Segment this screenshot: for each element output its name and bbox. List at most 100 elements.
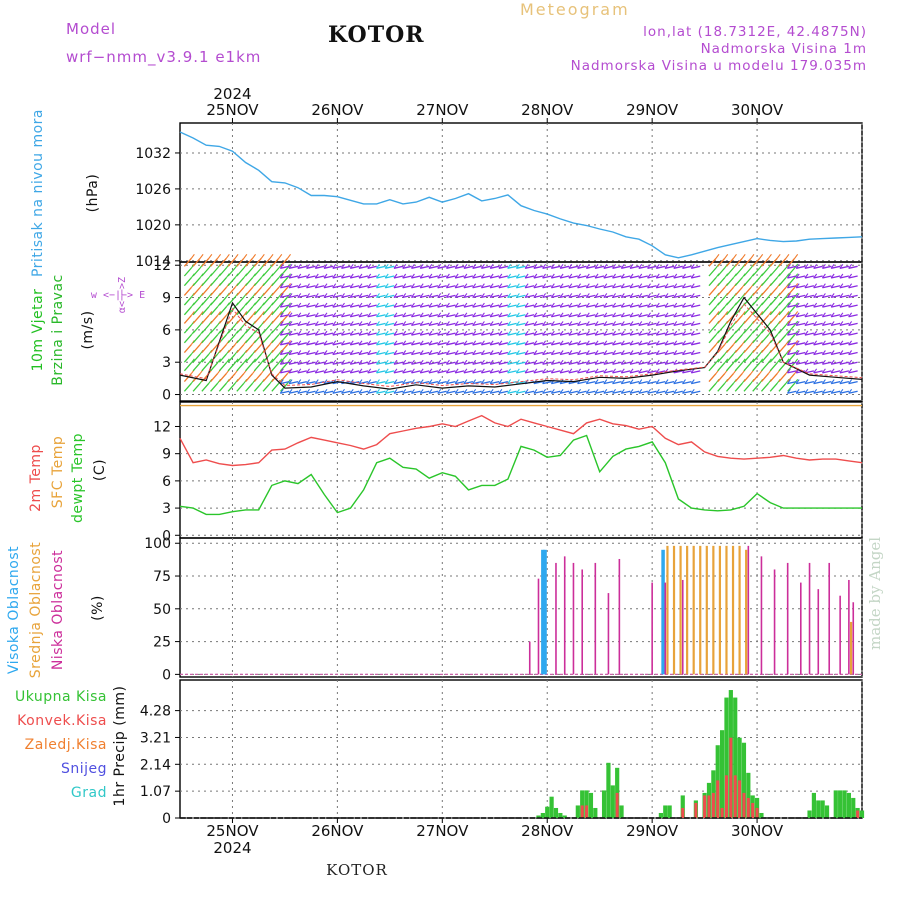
day-label-top: 26NOV (311, 101, 364, 119)
wind-barb (385, 304, 395, 308)
wind-barb (638, 351, 648, 356)
wind-barb (481, 304, 491, 308)
wind-barb-flag (585, 330, 590, 336)
wind-barb-flag (279, 359, 284, 365)
wind-barb-flag (332, 340, 337, 346)
wind-barb (472, 265, 482, 269)
wind-barb-flag (533, 359, 538, 365)
wind-barb (280, 380, 290, 385)
wind-ytick-label: 12 (153, 258, 171, 274)
wind-barb-flag (349, 312, 354, 318)
wind-barb (192, 257, 201, 267)
wind-barb-flag (437, 321, 442, 326)
wind-barb (524, 370, 535, 374)
wind-barb (428, 304, 439, 308)
wind-barb (446, 285, 456, 289)
wind-barb-flag (314, 273, 319, 279)
wind-barb (551, 294, 561, 299)
wind-barb-flag (306, 368, 310, 374)
wind-barb (463, 361, 474, 365)
precip-bar-0 (658, 812, 663, 818)
wind-barb (455, 390, 465, 394)
wind-barb (621, 314, 631, 318)
wind-barb (183, 306, 192, 316)
wind-barb (463, 304, 474, 308)
wind-barb (236, 344, 245, 353)
wind-barb-flag (839, 379, 844, 384)
wind-barb (245, 324, 254, 334)
wind-barb (490, 304, 500, 308)
wind-barb (629, 332, 640, 336)
wind-barb-flag (269, 253, 274, 259)
precip-bar-0 (667, 805, 672, 818)
wind-barb (691, 314, 701, 318)
wind-barb-flag (559, 340, 564, 346)
wind-barb-flag (279, 388, 284, 394)
wind-barb (787, 390, 797, 394)
wind-barb (559, 294, 570, 299)
wind-barb (848, 285, 858, 289)
wind-barb-flag (638, 379, 643, 384)
wind-barb-flag (673, 330, 678, 336)
wind-barb (664, 285, 675, 289)
wind-barb (393, 285, 404, 289)
wind-barb-flag (279, 340, 284, 346)
precip-bar-1 (580, 805, 584, 818)
wind-barb-flag (821, 330, 826, 336)
wind-barb (760, 314, 769, 324)
wind-barb (787, 314, 796, 324)
wind-barb-flag (472, 293, 477, 298)
wind-barb (603, 370, 613, 374)
wind-barb (796, 342, 806, 346)
day-label-top: 30NOV (731, 101, 784, 119)
wind-barb-flag (243, 253, 248, 259)
wind-barb-flag (690, 330, 695, 336)
wind-barb-flag (314, 321, 319, 326)
wind-barb (210, 334, 219, 344)
wind-barb-flag (568, 302, 573, 308)
wind-barb-flag (638, 340, 643, 346)
wind-barb (481, 380, 491, 385)
wind-barb-flag (472, 330, 477, 336)
wind-barb (498, 361, 509, 365)
wind-barb-flag (489, 379, 494, 384)
wind-barb-flag (612, 302, 616, 308)
wind-barb-flag (733, 253, 737, 259)
wind-barb (245, 267, 254, 277)
wind-barb (752, 257, 761, 267)
wind-barb-flag (402, 312, 407, 318)
wind-barb-flag (568, 273, 573, 279)
wind-barb (568, 314, 578, 318)
wind-barb-flag (786, 388, 791, 394)
precip-bar-0 (759, 812, 764, 818)
wind-barb-flag (515, 273, 520, 279)
wind-barb (577, 314, 587, 318)
wind-barb-flag (629, 312, 634, 318)
wind-barb (796, 361, 806, 365)
cloud-bar-2 (817, 589, 820, 675)
wind-barb-flag (489, 340, 494, 346)
wind-barb-flag (542, 350, 547, 355)
wind-barb-flag (279, 302, 284, 308)
wind-barb (708, 373, 717, 383)
wind-barb (288, 370, 299, 374)
wind-barb (437, 361, 447, 365)
wind-barb-flag (323, 379, 328, 384)
wind-barb (831, 342, 841, 346)
wind-barb (734, 296, 743, 306)
wind-barb (280, 306, 289, 316)
wind-barb (796, 275, 806, 279)
cloud-bar-1 (672, 545, 676, 675)
wind-barb-flag (612, 359, 616, 365)
wind-barb-flag (367, 312, 372, 318)
wind-barb-flag (655, 263, 660, 269)
wind-barb-flag (445, 302, 450, 308)
wind-barb (420, 265, 430, 269)
wind-barb (787, 351, 797, 356)
wind-barb (577, 361, 587, 365)
wind-barb (743, 277, 752, 287)
meteogram-title: Meteogram (520, 0, 630, 19)
wind-barb (341, 390, 351, 394)
wind-barb (586, 342, 596, 346)
wind-barb (218, 362, 227, 372)
